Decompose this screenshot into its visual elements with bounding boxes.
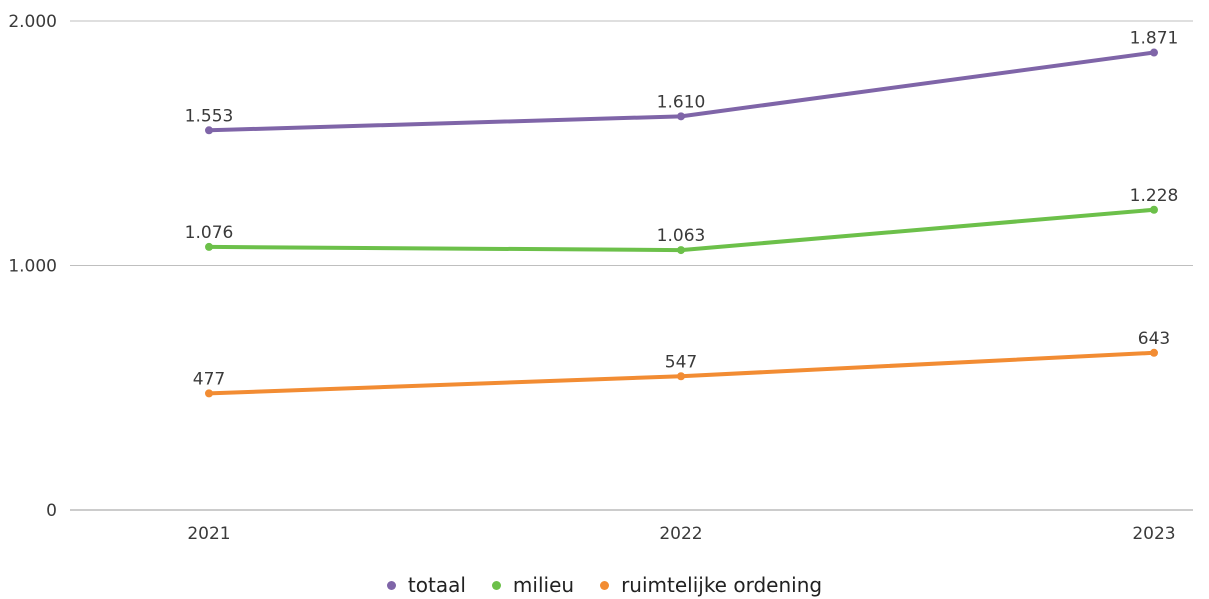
legend-label: totaal [407, 573, 466, 597]
series-totaal [205, 48, 1158, 135]
data-point [205, 126, 213, 135]
series-milieu [205, 205, 1158, 255]
legend-marker-icon [491, 580, 501, 590]
data-label: 643 [1138, 329, 1170, 349]
line-chart: 0 1.000 2.000 2021 2022 2023 1.553 1.610 1.871… [8, 12, 1193, 544]
series-ruimtelijke-ordening [205, 348, 1158, 398]
legend-item: milieu [491, 573, 575, 597]
data-point [205, 389, 213, 398]
x-tick-label: 2023 [1132, 524, 1175, 544]
gridlines [70, 20, 1193, 511]
data-label: 547 [665, 352, 697, 372]
chart-legend: totaal milieu ruimtelijke ordening [0, 573, 1209, 597]
series-lines [205, 48, 1158, 398]
legend-label: ruimtelijke ordening [621, 573, 823, 597]
y-axis-tick-labels: 0 1.000 2.000 [8, 12, 57, 521]
data-label: 1.228 [1130, 186, 1179, 206]
legend-marker-icon [600, 580, 610, 590]
data-point [1150, 205, 1158, 214]
data-labels: 1.553 1.610 1.871 1.076 1.063 1.228 477 547 643 [185, 29, 1179, 390]
data-point [1150, 48, 1158, 57]
x-axis-tick-labels: 2021 2022 2023 [187, 524, 1175, 544]
data-label: 1.871 [1130, 29, 1179, 49]
y-tick-label: 0 [46, 501, 57, 521]
y-tick-label: 1.000 [8, 257, 57, 277]
data-point [677, 246, 685, 255]
data-label: 1.610 [657, 92, 706, 112]
x-tick-label: 2022 [659, 524, 702, 544]
y-tick-label: 2.000 [8, 12, 57, 32]
data-label: 1.076 [185, 223, 234, 243]
data-label: 1.063 [657, 226, 706, 246]
x-tick-label: 2021 [187, 524, 230, 544]
data-point [677, 372, 685, 381]
legend-item: totaal [386, 573, 466, 597]
data-point [1150, 348, 1158, 357]
data-point [205, 242, 213, 251]
legend-item: ruimtelijke ordening [600, 573, 822, 597]
data-label: 477 [193, 369, 225, 389]
legend-marker-icon [386, 580, 396, 590]
legend-label: milieu [512, 573, 575, 597]
data-label: 1.553 [185, 106, 234, 126]
data-point [677, 112, 685, 121]
